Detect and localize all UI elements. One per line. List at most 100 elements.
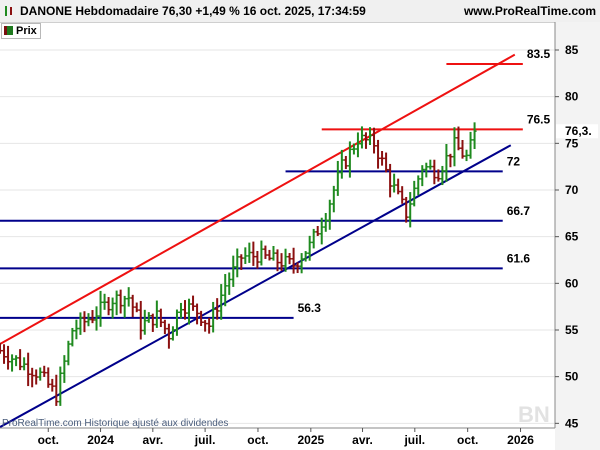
chart-type-icon <box>5 6 12 16</box>
ohlc-bar <box>355 132 360 158</box>
price-tick-label: 85 <box>565 43 579 57</box>
site-name[interactable]: www.ProRealTime.com <box>463 4 596 18</box>
price-tick-label: 70 <box>565 183 579 197</box>
ohlc-bar <box>327 199 332 230</box>
ohlc-bar <box>34 369 39 385</box>
level-label: 66.7 <box>507 204 531 218</box>
ohlc-bar <box>263 245 268 259</box>
ohlc-bar <box>22 357 27 371</box>
ohlc-bar <box>299 253 304 274</box>
grid <box>0 49 555 424</box>
ohlc-bar <box>440 165 445 186</box>
ohlc-bar <box>54 374 59 406</box>
ohlc-bar <box>436 169 441 182</box>
ohlc-bar <box>460 140 465 159</box>
ohlc-bar <box>247 242 252 263</box>
ohlc-bar <box>464 149 469 162</box>
level-label: 83.5 <box>527 47 551 61</box>
chart-title: DANONE Hebdomadaire 76,30 +1,49 % 16 oct… <box>20 4 366 18</box>
ohlc-bar <box>130 294 135 318</box>
price-tick-label: 45 <box>565 416 579 430</box>
ohlc-bar <box>392 173 397 193</box>
ohlc-bar <box>448 153 453 168</box>
time-tick-label: oct. <box>457 433 478 447</box>
level-label: 72 <box>507 154 521 168</box>
ohlc-bar <box>170 326 175 341</box>
ohlc-bar <box>122 295 127 318</box>
ohlc-bar <box>372 127 377 154</box>
ohlc-bar <box>26 352 31 387</box>
ohlc-bar <box>126 287 131 307</box>
ohlc-bar <box>30 367 35 388</box>
ohlc-bar <box>66 340 71 366</box>
price-tick-label: 55 <box>565 323 579 337</box>
last-price-marker: 76,3. <box>556 124 598 139</box>
watermark: BN <box>518 402 550 427</box>
time-tick-label: oct. <box>247 433 268 447</box>
ohlc-bar <box>339 149 344 179</box>
price-tick-label: 65 <box>565 230 579 244</box>
ohlc-bar <box>62 355 67 383</box>
price-axis: 45 50 55 60 65 70 75 80 85 <box>554 22 600 450</box>
ohlc-bar <box>162 319 167 335</box>
ohlc-bar <box>287 253 292 265</box>
price-axis-bg <box>555 22 600 450</box>
trend-channel <box>0 53 516 428</box>
ohlc-bar <box>235 248 240 278</box>
ohlc-bar <box>10 354 15 372</box>
ohlc-bar <box>78 312 83 335</box>
ohlc-bar <box>259 240 264 266</box>
time-tick-label: 2025 <box>297 433 324 447</box>
ohlc-bar <box>319 217 324 245</box>
price-chart[interactable]: 83.5 76.5 72 66.7 61.6 56.3 45 50 55 60 65 70 75 80 8… <box>0 22 600 450</box>
time-axis-bg <box>0 428 555 450</box>
ohlc-bar <box>82 311 87 333</box>
ohlc-bar <box>6 345 11 370</box>
ohlc-bars <box>0 122 477 406</box>
ohlc-bar <box>199 310 204 327</box>
ohlc-bar <box>400 186 405 204</box>
ohlc-bar <box>251 241 256 266</box>
ohlc-bar <box>191 295 196 311</box>
ohlc-bar <box>359 126 364 149</box>
ohlc-bar <box>368 127 372 146</box>
ohlc-bar <box>142 309 147 335</box>
time-tick-label: oct. <box>38 433 59 447</box>
legend-label: Prix <box>16 25 37 37</box>
ohlc-bar <box>187 298 192 325</box>
ohlc-bar <box>158 308 163 328</box>
ohlc-bar <box>472 122 477 149</box>
ohlc-bar <box>388 163 393 198</box>
ohlc-bar <box>420 165 425 187</box>
ohlc-bar <box>335 160 340 196</box>
ohlc-bar <box>307 235 312 261</box>
ohlc-bar <box>416 175 421 196</box>
ohlc-bar <box>138 300 143 340</box>
ohlc-bar <box>195 303 200 325</box>
ohlc-bar <box>42 365 47 377</box>
legend[interactable]: Prix <box>1 23 41 39</box>
ohlc-bar <box>468 131 473 159</box>
ohlc-bar <box>412 180 417 207</box>
ohlc-bar <box>166 323 171 349</box>
time-tick-label: avr. <box>142 433 163 447</box>
ohlc-bar <box>452 127 457 167</box>
ohlc-bar <box>456 126 461 151</box>
ohlc-bar <box>279 253 284 271</box>
ohlc-bar <box>227 272 232 295</box>
ohlc-bar <box>74 319 79 340</box>
ohlc-bar <box>46 367 51 388</box>
ohlc-bar <box>86 313 91 327</box>
ohlc-bar <box>94 306 99 331</box>
ohlc-bar <box>424 162 429 178</box>
price-tick-label: 60 <box>565 276 579 290</box>
time-tick-label: 2026 <box>507 433 534 447</box>
ohlc-bar <box>432 159 437 185</box>
ohlc-bar <box>18 349 23 371</box>
channel-top-line <box>0 53 516 345</box>
footer-note: ProRealTime.com Historique ajusté aux di… <box>2 418 229 429</box>
ohlc-bar <box>380 151 385 166</box>
ohlc-bar <box>303 251 308 262</box>
ohlc-bar <box>291 247 296 274</box>
ohlc-bar <box>223 274 228 307</box>
